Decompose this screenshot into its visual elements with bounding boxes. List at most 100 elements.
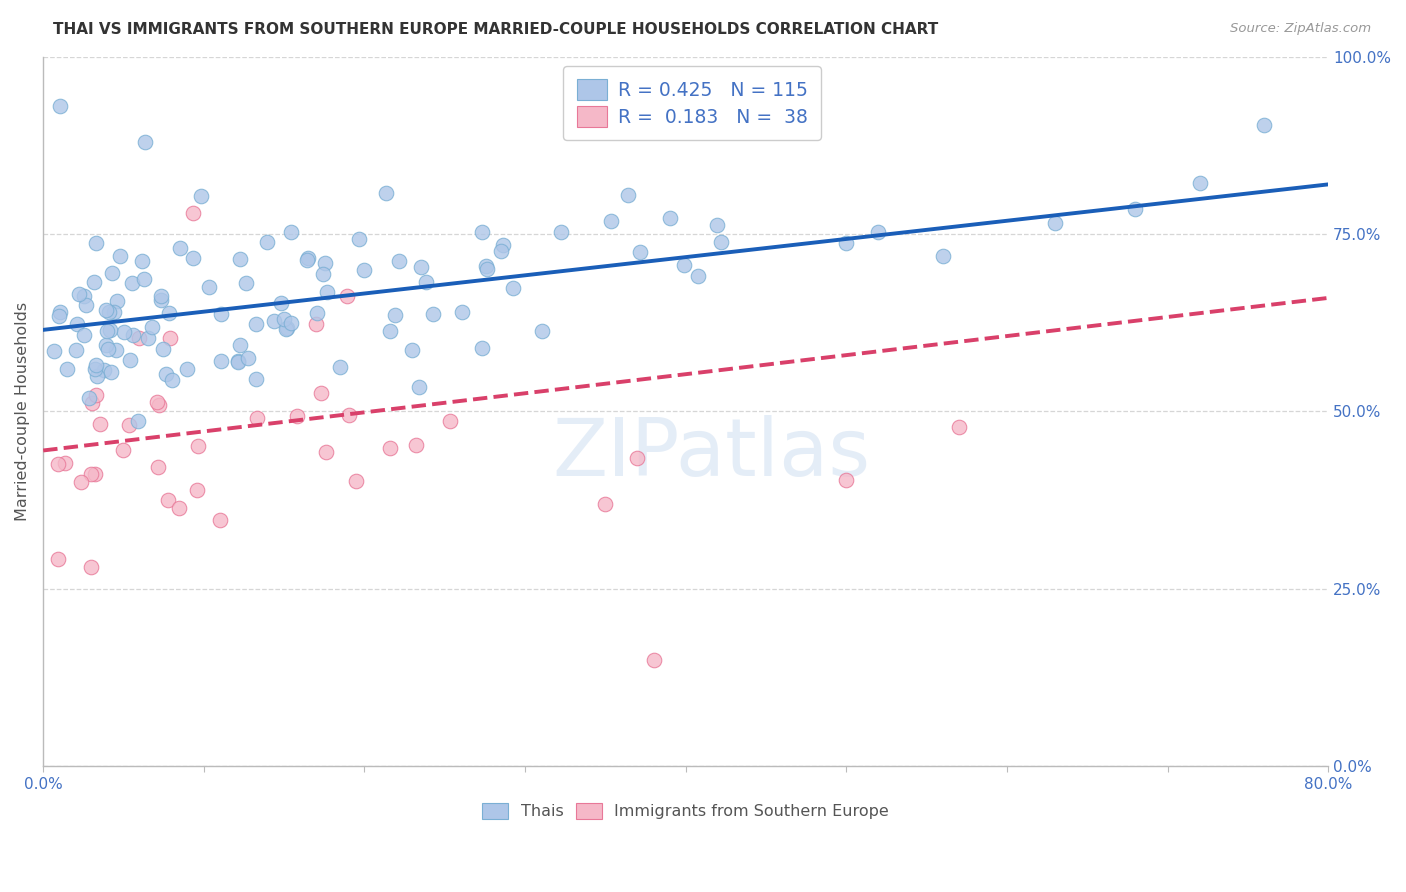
Point [274,322,297,336]
Point [329,360,352,375]
Point [183,206,205,220]
Point [228,354,250,368]
Point [120,352,142,367]
Point [672,258,695,272]
Point [105,293,128,308]
Text: ZIPatlas: ZIPatlas [553,415,870,493]
Point [658,211,681,226]
Point [236,351,259,365]
Point [127,414,149,428]
Point [148,459,170,474]
Point [69,475,91,489]
Point [297,251,319,265]
Point [84,358,107,372]
Point [209,354,232,368]
Point [187,440,209,454]
Point [492,238,515,252]
Point [208,513,231,527]
Point [1253,118,1275,132]
Point [149,293,172,308]
Point [387,254,409,268]
Point [146,395,169,409]
Point [285,409,308,423]
Point [439,414,461,428]
Point [643,653,665,667]
Point [157,306,180,320]
Point [235,276,257,290]
Point [948,419,970,434]
Legend: Thais, Immigrants from Southern Europe: Thais, Immigrants from Southern Europe [475,797,896,826]
Point [84,388,107,402]
Point [280,226,302,240]
Point [315,285,337,299]
Point [167,500,190,515]
Point [160,373,183,387]
Point [79,467,101,482]
Point [280,316,302,330]
Point [475,260,498,274]
Point [44,344,66,359]
Point [48,310,70,324]
Point [66,318,89,332]
Point [198,280,221,294]
Point [312,267,335,281]
Point [75,297,97,311]
Point [149,289,172,303]
Point [190,189,212,203]
Point [378,441,401,455]
Point [273,311,295,326]
Point [112,325,135,339]
Point [229,338,252,352]
Point [228,252,250,267]
Point [128,331,150,345]
Point [169,242,191,256]
Point [159,331,181,345]
Point [256,235,278,249]
Point [315,444,337,458]
Point [1043,216,1066,230]
Point [131,254,153,268]
Point [46,457,69,471]
Point [141,319,163,334]
Point [94,338,117,352]
Point [471,225,494,239]
Point [48,551,70,566]
Point [451,304,474,318]
Point [152,343,174,357]
Point [270,295,292,310]
Text: THAI VS IMMIGRANTS FROM SOUTHERN EUROPE MARRIED-COUPLE HOUSEHOLDS CORRELATION CH: THAI VS IMMIGRANTS FROM SOUTHERN EUROPE … [53,22,939,37]
Point [186,483,208,497]
Point [600,214,623,228]
Point [1125,202,1147,216]
Point [295,252,318,267]
Point [710,235,733,249]
Point [176,361,198,376]
Point [49,99,72,113]
Point [409,260,432,275]
Point [53,456,76,470]
Point [835,236,858,251]
Point [132,272,155,286]
Point [156,493,179,508]
Point [276,321,298,335]
Point [336,289,359,303]
Point [136,331,159,345]
Point [56,362,79,376]
Point [122,327,145,342]
Point [98,323,121,337]
Point [344,474,367,488]
Point [408,380,430,394]
Point [118,417,141,432]
Point [931,250,953,264]
Point [263,313,285,327]
Point [305,318,328,332]
Point [80,396,103,410]
Point [246,411,269,425]
Point [415,275,437,289]
Point [835,473,858,487]
Point [103,305,125,319]
Point [405,437,427,451]
Point [83,275,105,289]
Point [72,288,94,302]
Point [314,256,336,270]
